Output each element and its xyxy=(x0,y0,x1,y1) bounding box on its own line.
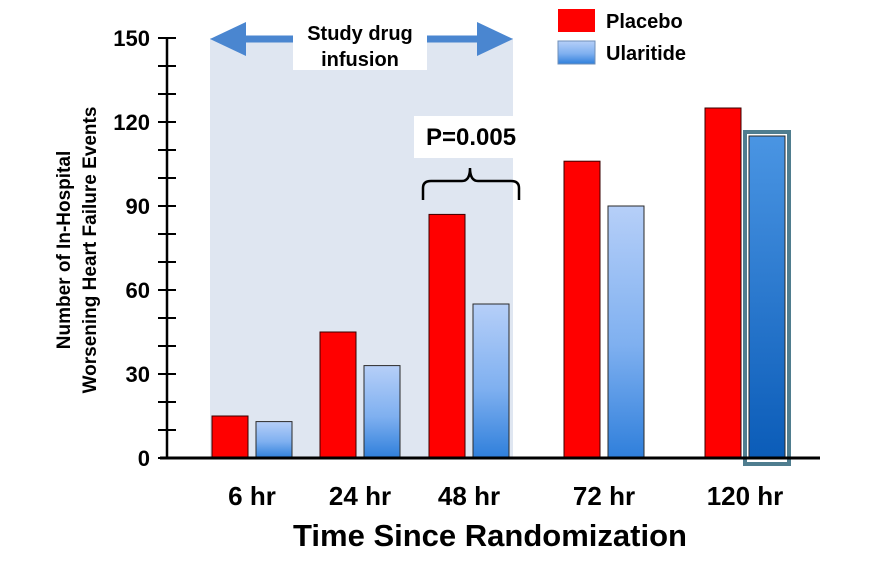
infusion-label: Study drug infusion xyxy=(293,20,427,71)
pvalue-annotation: P=0.005 xyxy=(414,116,529,200)
bar-ularitide-72hr xyxy=(607,205,645,459)
y-tick-label: 60 xyxy=(126,278,150,303)
bar-ularitide-6hr xyxy=(255,421,293,459)
legend-label-placebo: Placebo xyxy=(606,11,683,33)
x-tick-label: 6 hr xyxy=(228,481,276,511)
bar-placebo-120hr xyxy=(704,107,742,459)
y-tick-label: 150 xyxy=(113,26,150,51)
x-tick-label: 120 hr xyxy=(707,481,784,511)
bar-placebo-72hr xyxy=(563,160,601,459)
infusion-label-line-2: infusion xyxy=(321,49,399,71)
bars xyxy=(211,107,791,466)
bar-placebo-6hr xyxy=(211,415,249,459)
infusion-window-band xyxy=(210,38,513,459)
infusion-label-line-1: Study drug xyxy=(307,23,413,45)
x-tick-label: 48 hr xyxy=(438,481,500,511)
x-axis-title: Time Since Randomization xyxy=(293,518,687,553)
legend: Placebo Ularitide xyxy=(557,9,686,65)
legend-swatch-ularitide xyxy=(557,40,596,65)
y-axis: 0 30 60 90 120 150 xyxy=(113,26,176,471)
legend-label-ularitide: Ularitide xyxy=(606,43,686,65)
pvalue-text: P=0.005 xyxy=(426,124,516,151)
bar-ularitide-120hr xyxy=(748,135,786,459)
bar-placebo-24hr xyxy=(319,331,357,459)
pvalue-brace xyxy=(421,167,521,200)
y-tick-label: 120 xyxy=(113,110,150,135)
x-tick-labels: 6 hr 24 hr 48 hr 72 hr 120 hr xyxy=(228,481,783,511)
y-tick-label: 30 xyxy=(126,362,150,387)
bar-ularitide-24hr xyxy=(363,365,401,459)
x-tick-label: 72 hr xyxy=(573,481,635,511)
y-tick-label: 90 xyxy=(126,194,150,219)
legend-swatch-placebo xyxy=(558,9,595,32)
y-axis-title: Number of In-Hospital Worsening Heart Fa… xyxy=(54,107,101,394)
bar-placebo-48hr xyxy=(428,213,466,459)
y-axis-title-line-2: Worsening Heart Failure Events xyxy=(80,107,101,394)
highlight-box xyxy=(743,130,791,466)
x-tick-label: 24 hr xyxy=(329,481,391,511)
y-axis-title-line-1: Number of In-Hospital xyxy=(54,151,75,349)
bar-ularitide-48hr xyxy=(472,303,510,459)
y-tick-label: 0 xyxy=(138,446,150,471)
